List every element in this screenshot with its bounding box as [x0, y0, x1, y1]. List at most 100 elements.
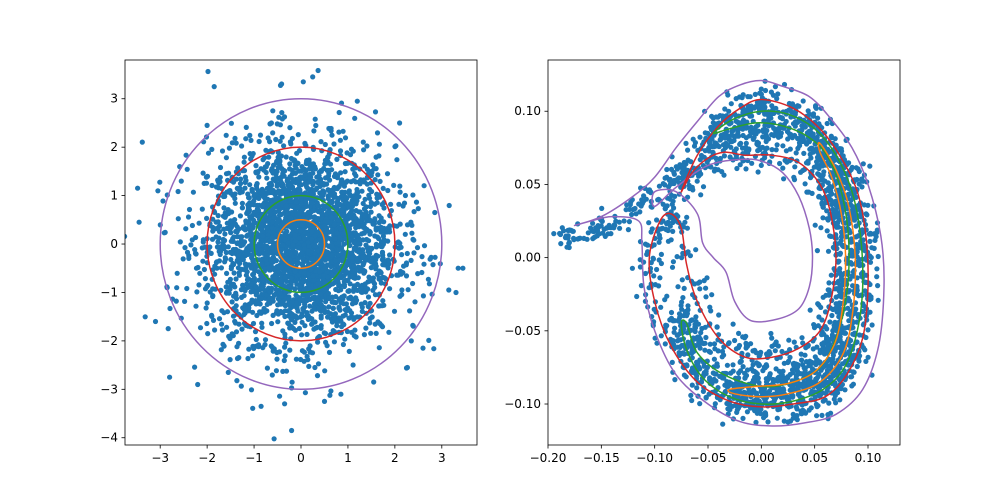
scatter-point	[637, 257, 643, 263]
scatter-point	[854, 176, 860, 183]
scatter-point	[388, 201, 394, 207]
scatter-point	[867, 163, 873, 169]
scatter-point	[308, 267, 314, 273]
scatter-point	[267, 139, 273, 145]
scatter-point	[243, 218, 249, 224]
scatter-point	[367, 186, 373, 192]
scatter-point	[240, 257, 246, 263]
scatter-point	[820, 215, 826, 221]
scatter-point	[349, 256, 355, 262]
scatter-point	[369, 314, 375, 320]
scatter-point	[861, 202, 867, 208]
scatter-point	[224, 270, 230, 276]
scatter-point	[867, 238, 873, 244]
scatter-point	[800, 340, 806, 346]
y-tick-label: 0	[110, 237, 118, 251]
scatter-point	[203, 180, 210, 186]
scatter-point	[425, 276, 431, 282]
scatter-point	[679, 350, 685, 356]
scatter-point	[368, 259, 374, 265]
scatter-point	[273, 171, 279, 177]
scatter-point	[243, 265, 249, 271]
scatter-point	[771, 125, 777, 131]
scatter-point	[364, 181, 370, 187]
scatter-point	[215, 219, 221, 225]
scatter-point	[685, 303, 691, 309]
scatter-point	[811, 325, 818, 331]
scatter-point	[260, 276, 266, 283]
scatter-point	[310, 295, 316, 301]
contour-line	[276, 219, 326, 269]
scatter-point	[306, 363, 312, 369]
scatter-point	[210, 216, 216, 222]
scatter-point	[209, 312, 215, 318]
scatter-point	[278, 179, 284, 185]
scatter-point	[421, 183, 427, 189]
scatter-point	[282, 353, 288, 359]
scatter-point	[284, 265, 290, 271]
scatter-point	[285, 240, 291, 246]
scatter-point	[407, 308, 413, 314]
scatter-point	[769, 103, 775, 109]
scatter-point	[815, 115, 821, 121]
scatter-point	[167, 305, 173, 312]
scatter-point	[232, 195, 238, 202]
scatter-point	[296, 235, 302, 241]
scatter-point	[157, 179, 163, 185]
scatter-point	[657, 275, 663, 281]
scatter-point	[364, 226, 370, 233]
scatter-point	[229, 331, 235, 337]
scatter-point	[334, 319, 340, 325]
scatter-point	[229, 140, 235, 146]
scatter-point	[186, 255, 192, 261]
scatter-point	[693, 314, 699, 320]
scatter-point	[230, 313, 237, 319]
scatter-point	[305, 316, 311, 322]
scatter-point	[839, 148, 845, 154]
scatter-point	[773, 147, 779, 153]
scatter-point	[301, 286, 307, 293]
scatter-point	[713, 155, 719, 161]
scatter-point	[219, 327, 225, 333]
scatter-point	[411, 209, 417, 215]
scatter-point	[310, 191, 316, 197]
scatter-point	[307, 303, 313, 309]
scatter-point	[328, 214, 335, 221]
scatter-point	[378, 280, 384, 286]
scatter-point	[240, 282, 246, 288]
scatter-point	[279, 116, 285, 122]
scatter-point	[300, 79, 306, 85]
scatter-point	[212, 327, 218, 333]
scatter-point	[234, 240, 240, 247]
scatter-point	[846, 318, 852, 324]
scatter-point	[289, 299, 295, 305]
scatter-point	[196, 220, 202, 226]
scatter-point	[351, 333, 357, 339]
scatter-point	[311, 326, 317, 332]
x-tick-label: 1	[344, 451, 352, 465]
scatter-point	[380, 185, 386, 191]
scatter-point	[460, 265, 466, 271]
scatter-point	[386, 329, 392, 335]
scatter-point	[754, 360, 760, 366]
scatter-point	[386, 257, 392, 264]
scatter-point	[285, 320, 291, 326]
scatter-point	[806, 128, 812, 134]
scatter-point	[747, 133, 753, 139]
scatter-point	[287, 125, 293, 131]
scatter-point	[725, 341, 732, 347]
scatter-point	[279, 246, 285, 252]
scatter-point	[359, 308, 365, 314]
scatter-point	[414, 245, 421, 251]
scatter-point	[348, 146, 355, 152]
scatter-point	[232, 135, 238, 141]
scatter-point	[242, 288, 248, 294]
scatter-point	[697, 401, 703, 407]
scatter-point	[216, 258, 222, 264]
scatter-point	[299, 222, 305, 228]
scatter-point	[354, 98, 360, 104]
scatter-point	[258, 403, 264, 409]
scatter-point	[242, 185, 248, 191]
scatter-point	[310, 74, 316, 80]
scatter-point	[329, 252, 335, 258]
